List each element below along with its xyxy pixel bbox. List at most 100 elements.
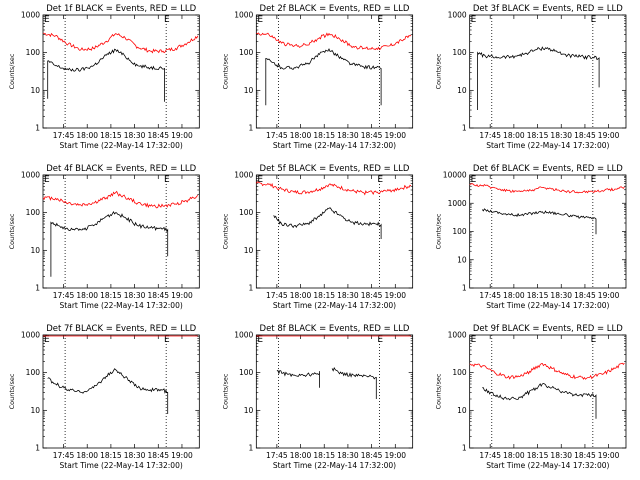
x-tick-label: 18:00 bbox=[290, 291, 312, 300]
x-tick-label: 17:45 bbox=[266, 131, 288, 140]
x-tick-label: 17:45 bbox=[266, 291, 288, 300]
chart-title: Det 9f BLACK = Events, RED = LLD bbox=[473, 324, 623, 334]
event-marker-label: E bbox=[591, 335, 597, 345]
x-axis-label: Start Time (22-May-14 17:32:00) bbox=[60, 141, 183, 150]
plot-frame bbox=[255, 334, 414, 449]
events-series-line bbox=[273, 207, 382, 239]
events-series-line bbox=[50, 210, 169, 277]
y-tick-label: 1000 bbox=[21, 171, 40, 180]
x-tick-label: 18:30 bbox=[337, 291, 359, 300]
chart-title: Det 4f BLACK = Events, RED = LLD bbox=[46, 164, 196, 174]
x-tick-label: 18:30 bbox=[550, 131, 572, 140]
event-marker-label: E bbox=[44, 15, 50, 25]
x-tick-label: 18:30 bbox=[337, 131, 359, 140]
event-marker-label: E bbox=[471, 335, 477, 345]
chart-panel: Det 1f BLACK = Events, RED = LLD 1 10 100 10… bbox=[8, 4, 200, 150]
y-tick-label: 10 bbox=[457, 86, 467, 95]
lld-series-line bbox=[42, 190, 199, 209]
events-series-line bbox=[331, 366, 377, 399]
y-tick-label: 1 bbox=[462, 444, 467, 453]
x-tick-label: 18:45 bbox=[361, 291, 383, 300]
y-tick-label: 1 bbox=[35, 124, 40, 133]
y-tick-label: 100 bbox=[26, 48, 41, 57]
chart-title: Det 3f BLACK = Events, RED = LLD bbox=[473, 4, 623, 14]
x-tick-label: 19:00 bbox=[171, 131, 193, 140]
y-tick-label: 100 bbox=[239, 48, 254, 57]
x-tick-label: 18:30 bbox=[550, 291, 572, 300]
x-tick-label: 17:45 bbox=[479, 451, 501, 460]
chart-panel: Det 9f BLACK = Events, RED = LLD 1 10 100 10… bbox=[435, 324, 627, 470]
event-marker-label: E bbox=[377, 335, 383, 345]
event-marker-label: E bbox=[164, 335, 170, 345]
x-tick-label: 17:45 bbox=[479, 131, 501, 140]
plot-frame bbox=[42, 174, 200, 289]
x-tick-label: 18:00 bbox=[76, 291, 98, 300]
x-tick-label: 18:45 bbox=[147, 451, 169, 460]
event-marker-label: E bbox=[471, 175, 477, 185]
x-tick-label: 18:15 bbox=[100, 291, 122, 300]
x-axis-label: Start Time (22-May-14 17:32:00) bbox=[273, 141, 396, 150]
y-tick-label: 100 bbox=[452, 48, 467, 57]
x-axis-label: Start Time (22-May-14 17:32:00) bbox=[273, 301, 396, 310]
chart-panel: Det 7f BLACK = Events, RED = LLD 1 10 100 10… bbox=[8, 324, 200, 470]
x-tick-label: 18:45 bbox=[574, 291, 596, 300]
events-series-line bbox=[47, 368, 169, 414]
y-tick-label: 1000 bbox=[448, 199, 467, 208]
x-tick-label: 17:45 bbox=[53, 291, 75, 300]
lld-series-line bbox=[469, 362, 625, 380]
event-marker-label: E bbox=[44, 335, 50, 345]
chart-title: Det 2f BLACK = Events, RED = LLD bbox=[260, 4, 410, 14]
chart-title: Det 8f BLACK = Events, RED = LLD bbox=[260, 324, 410, 334]
x-tick-label: 18:00 bbox=[503, 291, 525, 300]
y-tick-label: 100 bbox=[26, 368, 41, 377]
lld-series-line bbox=[42, 32, 199, 54]
y-tick-label: 1 bbox=[462, 284, 467, 293]
y-tick-label: 10 bbox=[244, 406, 254, 415]
x-tick-label: 18:15 bbox=[313, 131, 335, 140]
x-axis-label: Start Time (22-May-14 17:32:00) bbox=[486, 461, 609, 470]
y-axis-label: Counts/sec bbox=[221, 53, 229, 89]
x-tick-label: 19:00 bbox=[384, 291, 406, 300]
x-tick-label: 18:30 bbox=[124, 291, 146, 300]
event-marker-label: E bbox=[164, 15, 170, 25]
lld-series-line bbox=[255, 181, 412, 196]
y-axis-label: Counts/sec bbox=[8, 373, 16, 409]
y-tick-label: 100 bbox=[239, 368, 254, 377]
x-tick-label: 17:45 bbox=[479, 291, 501, 300]
x-tick-label: 18:45 bbox=[361, 451, 383, 460]
chart-panel: Det 5f BLACK = Events, RED = LLD 1 10 100 10… bbox=[221, 164, 414, 310]
x-tick-label: 18:45 bbox=[361, 131, 383, 140]
x-tick-label: 18:15 bbox=[100, 451, 122, 460]
x-tick-label: 18:45 bbox=[574, 131, 596, 140]
y-tick-label: 1 bbox=[462, 124, 467, 133]
y-axis-label: Counts/sec bbox=[221, 373, 229, 409]
event-marker-label: E bbox=[44, 175, 50, 185]
x-axis-label: Start Time (22-May-14 17:32:00) bbox=[486, 141, 609, 150]
y-tick-label: 10 bbox=[30, 246, 40, 255]
y-tick-label: 100 bbox=[26, 208, 41, 217]
y-tick-label: 1000 bbox=[234, 171, 253, 180]
x-tick-label: 17:45 bbox=[266, 451, 288, 460]
event-marker-label: E bbox=[257, 15, 263, 25]
x-tick-label: 18:30 bbox=[337, 451, 359, 460]
y-axis-label: Counts/sec bbox=[8, 53, 16, 89]
y-tick-label: 1 bbox=[249, 284, 254, 293]
x-tick-label: 18:15 bbox=[313, 291, 335, 300]
y-tick-label: 10000 bbox=[443, 171, 467, 180]
y-tick-label: 10 bbox=[244, 246, 254, 255]
events-series-line bbox=[477, 46, 600, 110]
x-tick-label: 18:00 bbox=[503, 131, 525, 140]
y-tick-label: 10 bbox=[30, 86, 40, 95]
plot-frame bbox=[469, 334, 627, 449]
x-axis-label: Start Time (22-May-14 17:32:00) bbox=[486, 301, 609, 310]
y-tick-label: 1 bbox=[249, 124, 254, 133]
x-tick-label: 18:30 bbox=[124, 451, 146, 460]
x-tick-label: 18:45 bbox=[574, 451, 596, 460]
x-tick-label: 18:45 bbox=[147, 291, 169, 300]
y-axis-label: Counts/sec bbox=[8, 213, 16, 249]
plot-frame bbox=[255, 14, 414, 129]
x-axis-label: Start Time (22-May-14 17:32:00) bbox=[60, 301, 183, 310]
x-tick-label: 18:00 bbox=[290, 451, 312, 460]
x-tick-label: 19:00 bbox=[598, 131, 620, 140]
